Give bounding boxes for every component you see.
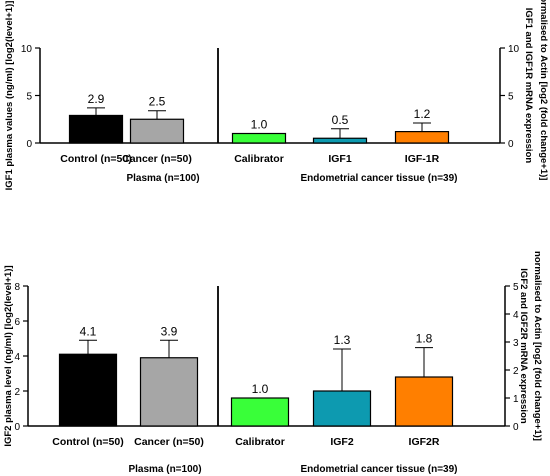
bar-value-label: 2.9 — [88, 92, 105, 106]
left-y-tick-label: 0 — [26, 139, 32, 150]
group-label: Endometrial cancer tissue (n=39) — [300, 464, 457, 475]
bar-value-label: 1.0 — [251, 118, 268, 132]
bar-value-label: 1.0 — [252, 382, 269, 396]
right-y-tick-label: 2 — [513, 366, 519, 377]
right-y-axis-title-line: normalised to Actin [log2 (fold change+1… — [538, 0, 549, 180]
right-y-axis-title-line: normalised to Actin [log2 (fold change+1… — [532, 251, 543, 441]
bar-value-label: 1.3 — [334, 333, 351, 347]
bar — [231, 132, 287, 144]
left-y-tick-label: 2 — [14, 387, 20, 398]
left-y-tick-label: 6 — [14, 317, 20, 328]
left-y-tick-label: 4 — [14, 352, 20, 363]
category-label: Calibrator — [234, 153, 284, 165]
right-y-tick-label: 0 — [513, 422, 519, 433]
bar-value-label: 1.2 — [414, 107, 431, 121]
bar-value-label: 2.5 — [149, 95, 166, 109]
right-y-tick-label: 1 — [513, 394, 519, 405]
bar — [394, 131, 450, 144]
right-y-tick-label: 3 — [513, 338, 519, 349]
left-y-tick-label: 8 — [14, 282, 20, 293]
bar — [394, 376, 454, 427]
bar — [58, 353, 118, 427]
group-label: Plasma (n=100) — [126, 173, 199, 184]
right-y-tick-label: 10 — [508, 44, 520, 55]
right-y-axis-title-line: IGF2 and IGF2R mRNA expression — [518, 268, 529, 424]
category-label: Calibrator — [235, 436, 285, 448]
category-label: IGF2 — [330, 436, 353, 448]
category-label: IGF2R — [409, 436, 440, 448]
category-label: IGF-1R — [405, 153, 440, 165]
category-label: Control (n=50) — [52, 436, 123, 448]
left-y-tick-label: 0 — [14, 422, 20, 433]
bar-value-label: 0.5 — [332, 113, 349, 127]
bar — [68, 114, 124, 144]
category-label: Control (n=50) — [60, 153, 131, 165]
right-y-tick-label: 5 — [508, 92, 514, 103]
bar-value-label: 1.8 — [416, 332, 433, 346]
bar — [139, 357, 199, 427]
category-label: Cancer (n=50) — [134, 436, 204, 448]
chart-panel-igf1: 0 5 10 IGF1 plasma values (ng/ml) [log2(lev… — [4, 0, 549, 190]
left-y-axis-title: IGF2 plasma level (ng/ml) [log2(level+1)… — [3, 265, 14, 446]
right-y-tick-label: 4 — [513, 310, 519, 321]
group-label: Endometrial cancer tissue (n=39) — [300, 173, 457, 184]
bar-value-label: 4.1 — [80, 324, 97, 338]
left-y-tick-label: 5 — [26, 92, 32, 103]
bar — [312, 137, 368, 144]
right-y-axis-title-line: IGF1 and IGF1R mRNA expression — [523, 8, 534, 164]
bar — [312, 390, 372, 427]
left-y-tick-label: 10 — [21, 44, 33, 55]
bar — [129, 118, 185, 144]
category-label: Cancer (n=50) — [122, 153, 192, 165]
bar — [230, 397, 290, 427]
left-y-axis-title: IGF1 plasma values (ng/ml) [log2(level+1… — [4, 1, 15, 191]
right-y-tick-label: 5 — [513, 282, 519, 293]
right-y-tick-label: 0 — [508, 139, 514, 150]
group-label: Plasma (n=100) — [128, 464, 201, 475]
bar-value-label: 3.9 — [161, 324, 178, 338]
category-label: IGF1 — [328, 153, 351, 165]
